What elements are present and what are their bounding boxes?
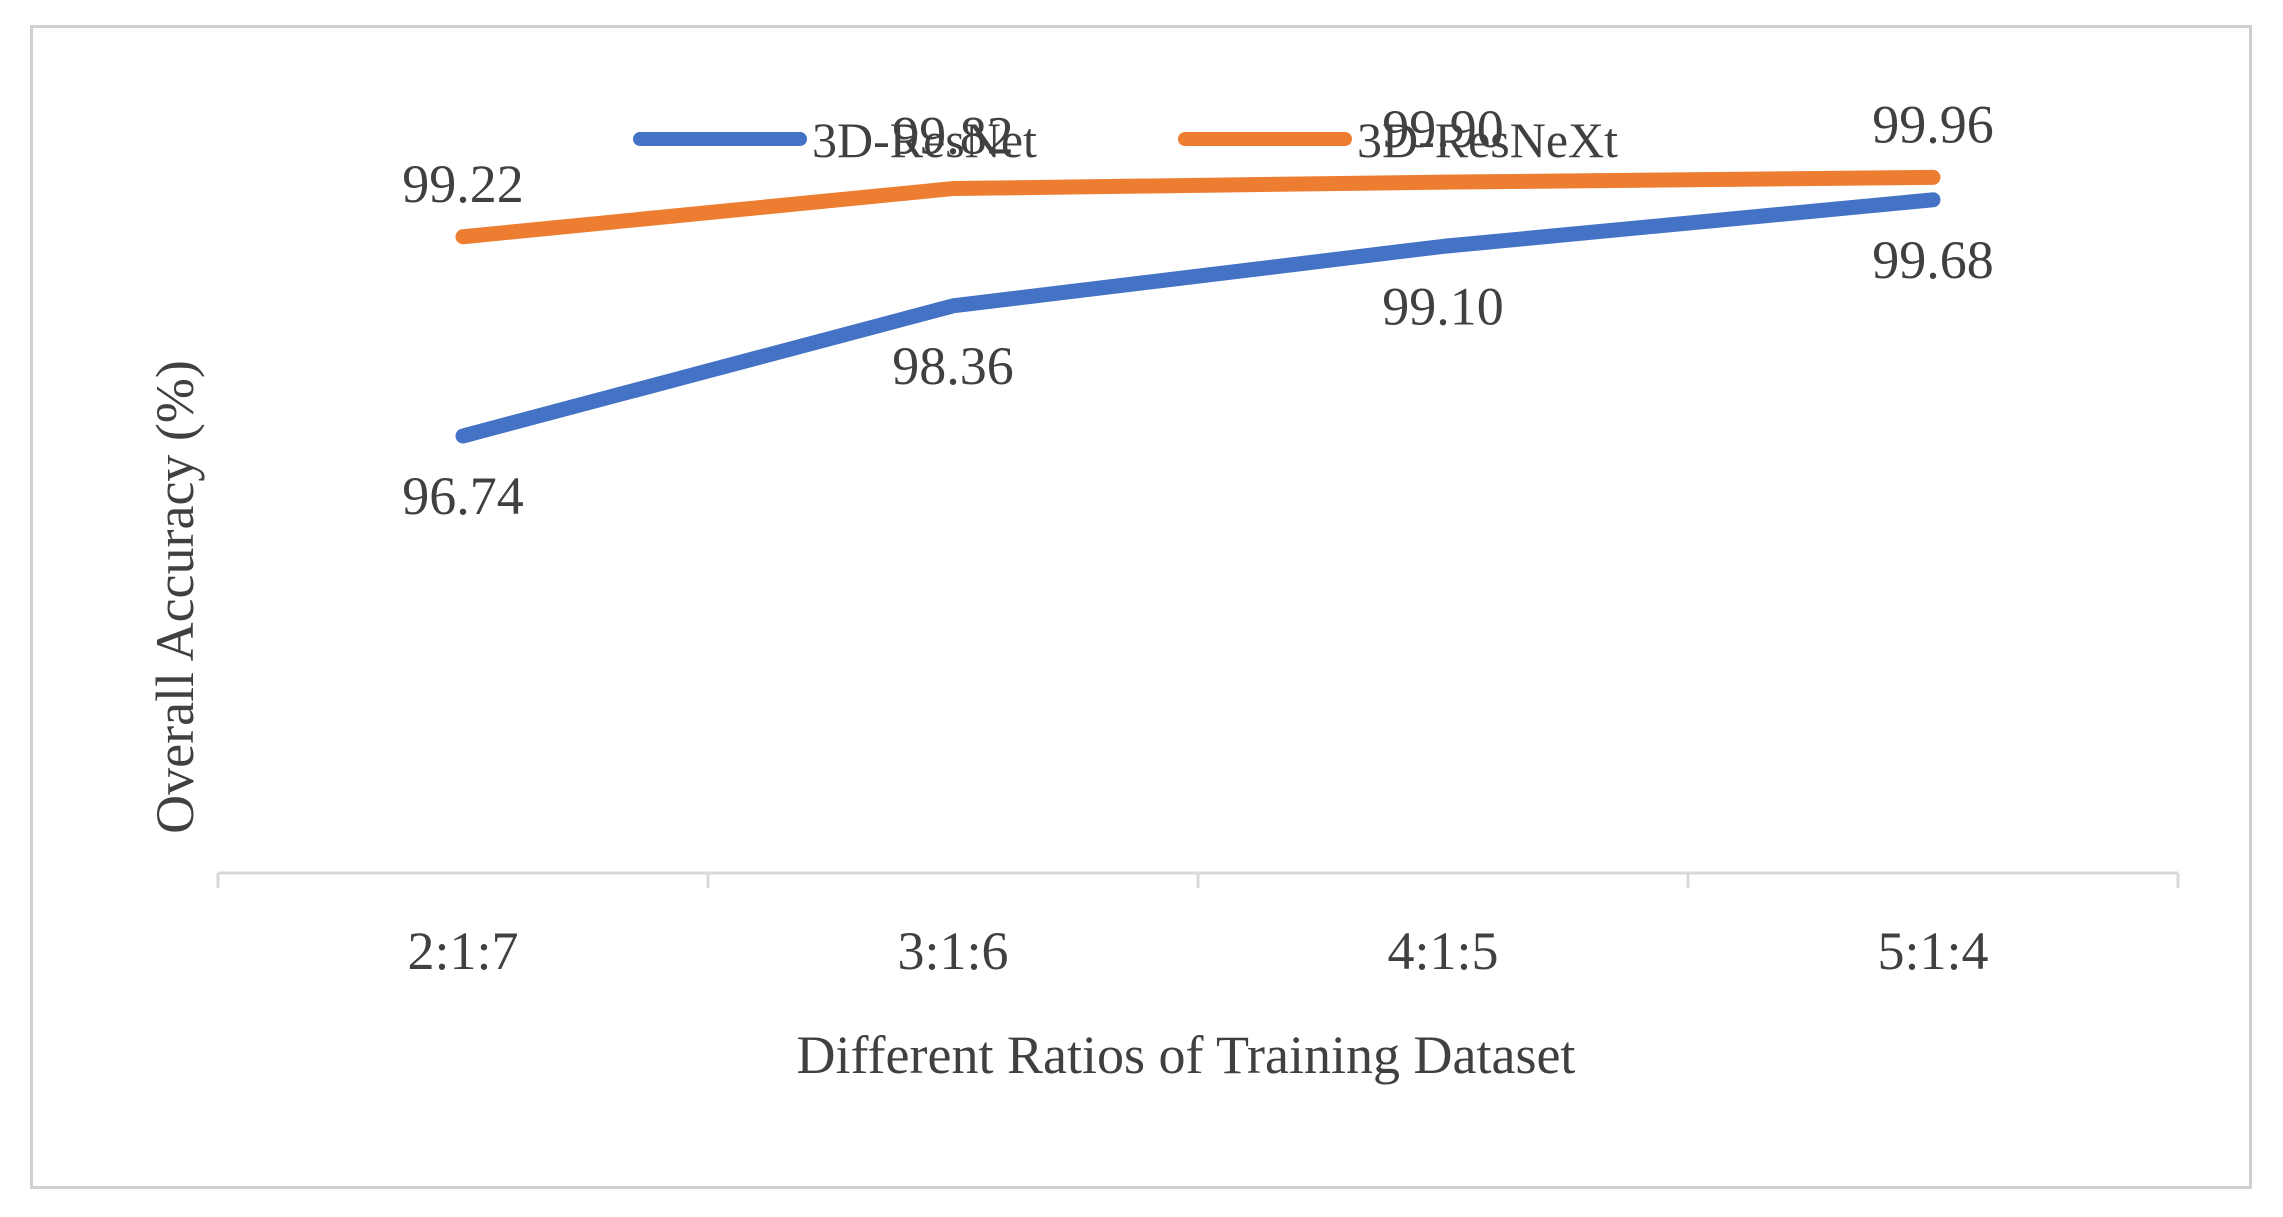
data-label-3d-resnet: 99.10 [1382,276,1504,336]
legend-label-3d-resnet: 3D-ResNet [812,112,1037,168]
x-tick-label: 3:1:6 [897,921,1008,981]
x-tick-labels: 2:1:7 3:1:6 4:1:5 5:1:4 [407,921,1988,981]
x-axis-title: Different Ratios of Training Dataset [797,1025,1576,1085]
x-axis [216,871,2180,888]
x-tick-label: 2:1:7 [407,921,518,981]
series-line-3d-resnext [455,169,1941,245]
data-label-3d-resnet: 99.68 [1872,230,1994,290]
data-label-3d-resnet: 98.36 [892,336,1014,396]
data-label-3d-resnext: 99.22 [402,154,524,214]
data-label-3d-resnext: 99.90 [1382,99,1504,159]
legend-label-3d-resnext: 3D-ResNeXt [1357,112,1618,168]
data-label-3d-resnext: 99.96 [1872,94,1994,154]
chart-frame [30,25,2252,1189]
data-label-3d-resnext: 99.82 [892,106,1014,166]
series-lines [455,169,1941,444]
x-tick-label: 5:1:4 [1877,921,1988,981]
y-axis-title: Overall Accuracy (%) [145,360,205,834]
legend: 3D-ResNet 3D-ResNeXt [633,112,1618,168]
data-label-3d-resnet: 96.74 [402,466,524,526]
data-labels: 96.74 98.36 99.10 99.68 99.22 99.82 99.90 99.96 [402,94,1994,526]
series-line-3d-resnet [455,192,1941,444]
x-tick-label: 4:1:5 [1387,921,1498,981]
